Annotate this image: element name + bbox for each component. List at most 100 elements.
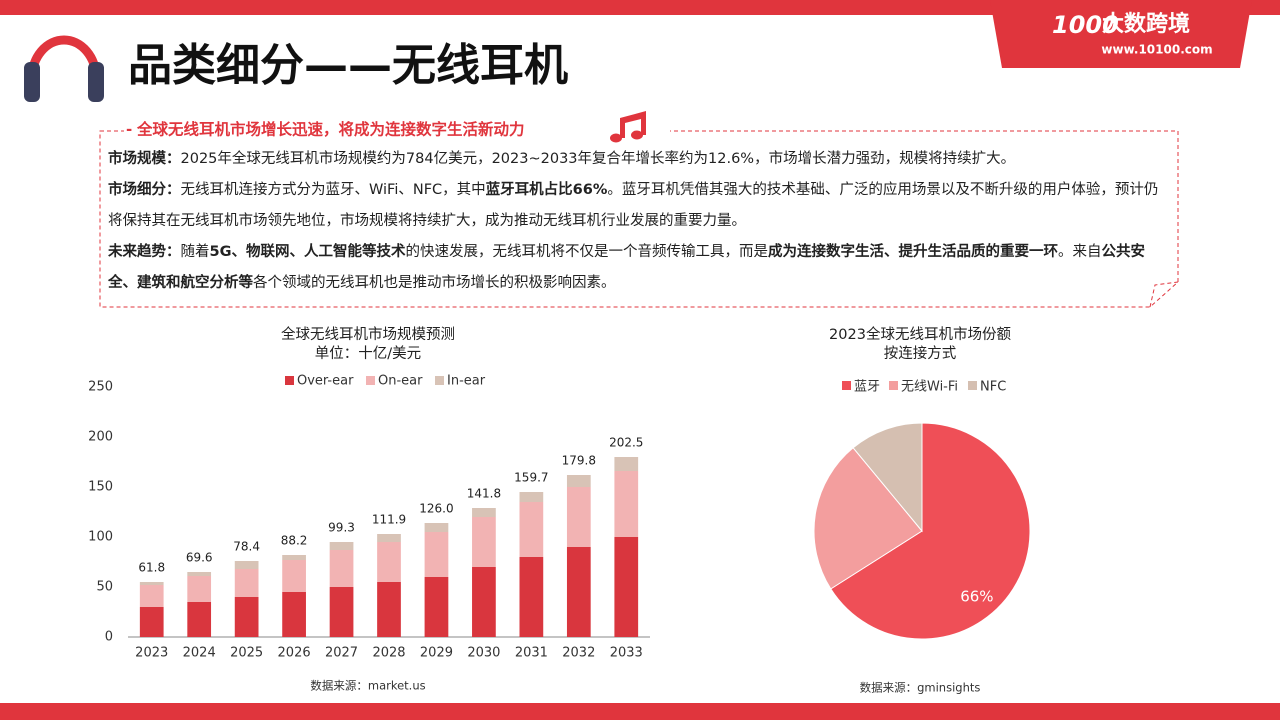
pie-slice xyxy=(830,422,1031,640)
bar-segment xyxy=(519,557,544,637)
text-run: 。来自 xyxy=(1058,244,1102,260)
bar-segment xyxy=(187,572,212,576)
x-tick-label: 2028 xyxy=(372,646,405,661)
text-run: 市场细分： xyxy=(108,182,181,198)
bar-segment xyxy=(614,471,639,537)
x-tick-label: 2027 xyxy=(325,646,358,661)
bar-segment xyxy=(282,555,306,560)
x-tick-label: 2023 xyxy=(135,646,168,661)
bar-segment xyxy=(234,597,259,637)
bar-segment xyxy=(139,582,164,585)
legend-label: 蓝牙 xyxy=(854,380,880,395)
bar-segment xyxy=(614,537,639,637)
bar-segment xyxy=(424,577,449,637)
text-run: 蓝牙耳机占比66% xyxy=(485,182,608,198)
heading-bg xyxy=(124,118,670,144)
bar-segment xyxy=(424,532,449,577)
page-title: 品类细分——无线耳机 xyxy=(128,40,568,91)
box-heading: 全球无线耳机市场增长迅速，将成为连接数字生活新动力 xyxy=(136,120,525,139)
bar-segment xyxy=(329,542,354,550)
y-tick-label: 200 xyxy=(88,430,113,445)
bar-segment xyxy=(377,534,401,542)
text-run: 的快速发展，无线耳机将不仅是一个音频传输工具，而是 xyxy=(405,244,769,260)
text-run: 2025年全球无线耳机市场规模约为784亿美元，2023~2033年复合年增长率… xyxy=(180,151,1016,167)
x-tick-label: 2024 xyxy=(183,646,216,661)
bar-segment xyxy=(377,542,401,582)
bar-segment xyxy=(472,517,496,567)
text-run: 随着 xyxy=(180,244,210,260)
x-tick-label: 2029 xyxy=(420,646,453,661)
paragraph: 市场规模：2025年全球无线耳机市场规模约为784亿美元，2023~2033年复… xyxy=(108,144,1172,175)
total-label: 179.8 xyxy=(562,454,596,468)
dash: - xyxy=(126,121,132,139)
y-tick-label: 0 xyxy=(105,630,113,645)
chart-subtitle: 按连接方式 xyxy=(884,345,957,362)
bar-segment xyxy=(472,508,496,517)
y-tick-label: 150 xyxy=(88,480,113,495)
text-run: 成为连接数字生活、提升生活品质的重要一环 xyxy=(768,244,1058,260)
pie-slice xyxy=(852,422,923,533)
y-tick-label: 50 xyxy=(96,580,113,595)
x-tick-label: 2026 xyxy=(278,646,311,661)
paragraph: 市场细分：无线耳机连接方式分为蓝牙、WiFi、NFC，其中蓝牙耳机占比66%。蓝… xyxy=(108,175,1172,237)
total-label: 141.8 xyxy=(467,487,501,501)
legend-swatch xyxy=(435,376,444,385)
legend-swatch xyxy=(889,381,898,390)
logo-tab xyxy=(990,0,1252,68)
y-tick-label: 250 xyxy=(88,380,113,395)
bar-segment xyxy=(187,576,212,602)
legend-label: Over-ear xyxy=(297,374,354,389)
top-band xyxy=(0,0,1280,15)
bottom-band xyxy=(0,703,1280,720)
bar-segment xyxy=(472,567,496,637)
total-label: 159.7 xyxy=(514,471,548,485)
source: 数据来源：market.us xyxy=(310,679,425,693)
bar-segment xyxy=(139,607,164,637)
bar-segment xyxy=(282,592,306,637)
total-label: 202.5 xyxy=(609,436,643,450)
bar-segment xyxy=(566,547,591,637)
total-label: 111.9 xyxy=(372,513,406,527)
legend-label: On-ear xyxy=(378,374,423,389)
text-run: 无线耳机连接方式分为蓝牙、WiFi、NFC，其中 xyxy=(180,182,486,198)
pie-slice xyxy=(813,447,923,590)
text-run: 各个领域的无线耳机也是推动市场增长的积极影响因素。 xyxy=(253,275,616,291)
bar-segment xyxy=(139,585,164,607)
logo-url: www.10100.com xyxy=(1101,43,1212,57)
text-box-border xyxy=(99,130,1179,308)
chart-subtitle: 单位：十亿/美元 xyxy=(315,345,421,362)
legend-label: NFC xyxy=(980,380,1006,395)
bar-segment xyxy=(329,587,354,637)
x-tick-label: 2030 xyxy=(467,646,500,661)
bar-segment xyxy=(187,602,212,637)
x-tick-label: 2033 xyxy=(610,646,643,661)
source: 数据来源：gminsights xyxy=(860,681,981,695)
bar-segment xyxy=(377,582,401,637)
x-tick-label: 2025 xyxy=(230,646,263,661)
total-label: 126.0 xyxy=(419,502,453,516)
legend-swatch xyxy=(285,376,294,385)
slice-label: 66% xyxy=(960,588,993,606)
bar-segment xyxy=(566,487,591,547)
bar-segment xyxy=(519,502,544,557)
chart-title: 2023全球无线耳机市场份额 xyxy=(829,325,1011,343)
logo-text: 大数跨境 xyxy=(1102,11,1190,37)
legend-label: In-ear xyxy=(447,374,486,389)
text-run: 未来趋势： xyxy=(108,244,181,260)
total-label: 78.4 xyxy=(233,540,260,554)
total-label: 88.2 xyxy=(281,534,308,548)
bar-segment xyxy=(614,457,639,471)
text-run: 5G、物联网、人工智能等技术 xyxy=(209,244,406,260)
bar-segment xyxy=(519,492,544,502)
legend-label: 无线Wi-Fi xyxy=(901,380,958,395)
text-run: 公共安全、建筑和航空分析等 xyxy=(108,244,1145,291)
x-tick-label: 2031 xyxy=(515,646,548,661)
bar-segment xyxy=(329,550,354,587)
total-label: 99.3 xyxy=(328,521,355,535)
text-run: 。蓝牙耳机凭借其强大的技术基础、广泛的应用场景以及不断升级的用户体验，预计仍将保… xyxy=(108,182,1159,229)
bar-segment xyxy=(234,561,259,569)
bar-segment xyxy=(282,560,306,592)
total-label: 69.6 xyxy=(186,551,213,565)
